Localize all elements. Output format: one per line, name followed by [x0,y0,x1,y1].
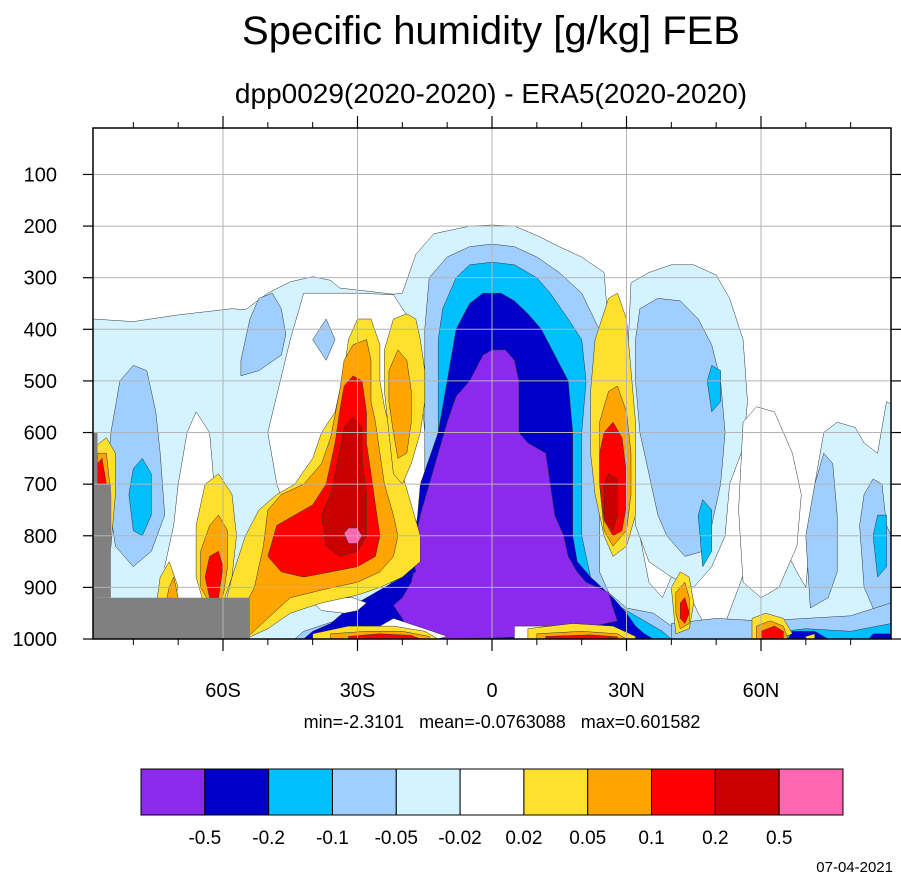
contour-cyan-east-mid-2 [697,499,712,567]
y-tick-label: 300 [24,268,57,290]
y-axis: 100 200 300 400 500 600 700 800 900 1000 [13,164,901,651]
contour-cyan-east-mid [706,365,721,413]
colorbar-label: 0.5 [766,828,792,849]
missing-data [93,432,250,639]
colorbar-label: 0.02 [505,828,542,849]
colorbar-swatch [714,768,780,816]
colorbar-label: -0.02 [438,828,481,849]
colorbar-swatch [268,768,333,816]
colorbar-swatch [140,768,206,816]
contour-red-north-2 [680,597,690,624]
y-tick-label: 200 [24,216,57,238]
colorbar-swatch [395,768,461,816]
colorbar-label: -0.05 [375,828,418,849]
x-tick-label: 60S [205,680,241,702]
colorbar-swatch [523,768,589,816]
y-tick-label: 800 [24,526,57,548]
contour-blue-east-surface [787,631,829,639]
contour-cyan-east-far [872,514,887,578]
y-tick-label: 400 [24,319,57,341]
colorbar-label: 0.2 [702,828,728,849]
chart-subtitle: dpp0029(2020-2020) - ERA5(2020-2020) [235,78,747,109]
colorbar-label: -0.1 [316,828,349,849]
contour-yellow-north-4 [805,633,816,639]
missing-surface-block [93,597,250,639]
y-tick-label: 100 [24,164,57,186]
contour-purple-core [393,349,618,639]
y-tick-label: 1000 [13,629,58,651]
x-tick-label: 30S [340,680,376,702]
contour-blue2-west-2 [240,292,287,377]
colorbar-swatch [331,768,397,816]
colorbar-swatch [459,768,525,816]
colorbar-label: -0.2 [252,828,285,849]
contour-darkred-south-1 [321,416,367,557]
colorbar-swatch [778,768,844,816]
missing-left-column [93,432,111,598]
colorbar-label: 0.05 [569,828,606,849]
contour-white-gap-north [738,406,802,598]
colorbar: -0.5 -0.2 -0.1 -0.05 -0.02 0.02 0.05 0.1 0.2 0.5 [140,768,844,849]
colorbar-label: -0.5 [188,828,221,849]
contour-darkred-north-1 [603,473,618,531]
y-tick-label: 500 [24,371,57,393]
y-tick-label: 700 [24,474,57,496]
contour-blue-east-far-surface [868,633,891,639]
colorbar-swatch [651,768,716,816]
y-tick-label: 900 [24,577,57,599]
x-tick-label: 0 [486,680,497,702]
grid-lines [93,128,891,640]
contour-cyan-west [128,458,152,537]
x-axis: 60S 30S 0 30N 60N [132,116,852,702]
contour-orange-south-4 [388,349,412,459]
x-tick-label: 30N [608,680,645,702]
x-tick-label: 60N [743,680,780,702]
colorbar-label: 0.1 [638,828,664,849]
contour-blue2-east-north [805,452,838,609]
colorbar-swatch [204,768,270,816]
stats-line: min=-2.3101 mean=-0.0763088 max=0.601582 [304,712,701,732]
chart-title: Specific humidity [g/kg] FEB [242,9,740,53]
footer-date: 07-04-2021 [816,859,893,876]
y-tick-label: 600 [24,423,57,445]
colorbar-swatch [587,768,653,816]
